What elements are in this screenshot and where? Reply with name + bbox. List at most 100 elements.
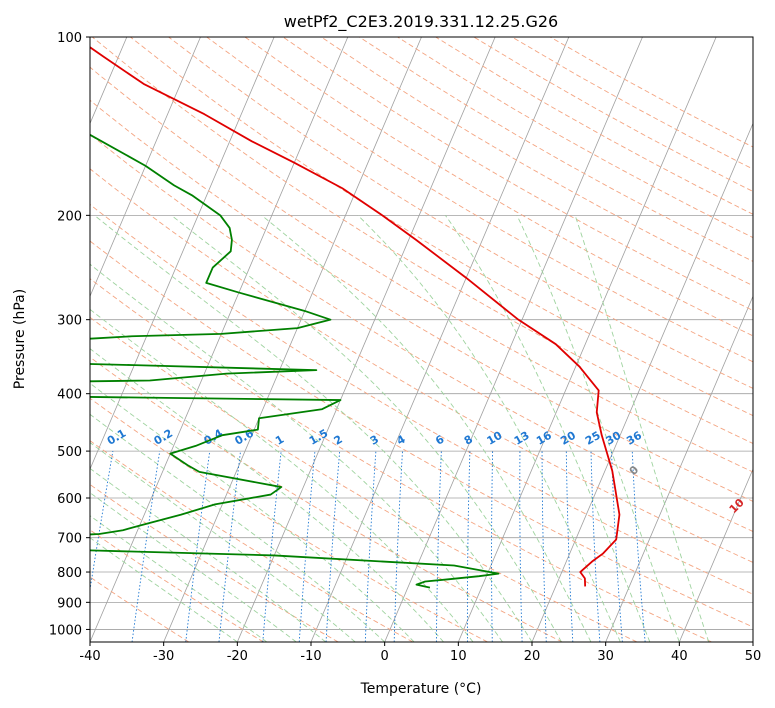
moist-adiabat <box>90 492 297 642</box>
mixing-ratio-label: 0.4 <box>202 427 226 448</box>
mixing-ratio-label: 20 <box>558 429 578 448</box>
mixing-ratio-label: 36 <box>624 429 644 448</box>
moist-adiabat <box>445 215 651 642</box>
isotherm-line <box>90 37 349 642</box>
mixing-ratio-line <box>90 451 114 593</box>
y-tick-label: 500 <box>57 445 82 460</box>
x-tick-label: 10 <box>450 649 467 664</box>
mixing-ratio-line <box>590 451 601 642</box>
moist-adiabat <box>171 214 562 642</box>
y-tick-label: 900 <box>57 596 82 611</box>
mixing-ratio-label: 1 <box>273 433 286 448</box>
dry-adiabat <box>90 133 753 532</box>
dry-adiabat <box>168 37 753 389</box>
dry-adiabat <box>90 240 753 628</box>
moist-adiabat <box>90 263 503 642</box>
moist-adiabat <box>90 515 268 642</box>
temperature-profile <box>90 46 621 587</box>
moist-adiabat-label: 0 <box>627 463 642 478</box>
mixing-ratio-line <box>435 451 442 642</box>
mixing-ratio-line <box>364 451 377 642</box>
isotherm-line <box>90 37 201 298</box>
moist-adiabat <box>574 215 710 642</box>
mixing-ratio-line <box>519 451 523 642</box>
moist-adiabat <box>90 537 238 642</box>
mixing-ratio-label: 6 <box>433 432 446 447</box>
mixing-ratio-line <box>541 451 547 642</box>
moist-adiabat <box>516 215 680 642</box>
dry-adiabat <box>206 37 753 363</box>
moist-adiabat <box>90 441 356 642</box>
y-tick-label: 700 <box>57 532 82 547</box>
isotherm-line <box>163 37 422 642</box>
dry-adiabat <box>90 316 638 642</box>
x-axis-label: Temperature (°C) <box>360 681 482 697</box>
y-tick-label: 100 <box>57 31 82 46</box>
moist-adiabat <box>90 382 415 642</box>
moist-adiabat <box>357 215 621 642</box>
dry-adiabat <box>244 37 753 337</box>
dewpoint-profile <box>90 133 500 589</box>
y-tick-label: 400 <box>57 388 82 403</box>
dry-adiabat <box>90 397 488 642</box>
x-tick-label: -40 <box>79 649 100 664</box>
dry-adiabat <box>90 278 712 642</box>
isotherm-line <box>605 295 753 642</box>
isotherm-line <box>384 37 643 642</box>
y-tick-label: 200 <box>57 209 82 224</box>
dry-adiabat <box>90 99 753 502</box>
y-tick-label: 600 <box>57 492 82 507</box>
x-tick-label: 40 <box>671 649 688 664</box>
moist-adiabat-label: 10 <box>727 496 747 516</box>
moist-adiabat <box>90 308 474 642</box>
x-tick-label: 0 <box>381 649 389 664</box>
dry-adiabat <box>359 37 753 262</box>
dry-adiabat <box>90 203 753 595</box>
moist-adiabat <box>90 348 444 642</box>
x-tick-label: -20 <box>227 649 248 664</box>
moist-adiabat <box>261 214 592 642</box>
x-tick-label: -30 <box>153 649 174 664</box>
dry-adiabat <box>90 440 414 642</box>
mixing-ratio-line <box>262 451 282 642</box>
mixing-ratio-label: 30 <box>604 429 624 448</box>
axes: -40 -30 -20 -10 0 10 20 30 40 5010020030040050060… <box>49 31 761 664</box>
x-tick-label: -10 <box>300 649 321 664</box>
y-tick-label: 300 <box>57 314 82 329</box>
isotherm-line <box>678 468 753 642</box>
mixing-ratio-line <box>466 451 471 642</box>
mixing-ratio-line <box>491 451 494 642</box>
mixing-ratio-line <box>631 451 646 642</box>
isotherm-line <box>531 122 753 642</box>
x-tick-label: 30 <box>597 649 614 664</box>
dry-adiabat <box>90 529 264 642</box>
x-tick-label: 50 <box>745 649 762 664</box>
mixing-ratio-line <box>565 451 574 642</box>
mixing-ratio-label: 2 <box>332 433 345 448</box>
dry-adiabat <box>549 37 753 148</box>
x-tick-label: 20 <box>524 649 541 664</box>
y-axis-label: Pressure (hPa) <box>12 289 28 389</box>
mixing-ratio-line <box>325 451 341 642</box>
mixing-ratio-line <box>298 451 316 642</box>
dry-adiabat <box>90 356 563 642</box>
dry-adiabat <box>90 483 339 642</box>
moist-adiabat <box>94 214 533 642</box>
mixing-ratio-label: 0.1 <box>105 427 128 448</box>
isotherm-line <box>457 37 717 642</box>
moist-adiabat <box>90 413 385 642</box>
mixing-ratio-label: 25 <box>583 429 603 448</box>
mixing-ratio-line <box>393 451 403 642</box>
dry-adiabat <box>282 37 753 312</box>
chart-title: wetPf2_C2E3.2019.331.12.25.G26 <box>284 12 558 32</box>
isotherm-line <box>236 37 496 642</box>
dry-adiabat <box>90 66 753 473</box>
plot-frame <box>89 36 754 643</box>
mixing-ratio-label: 13 <box>512 429 532 448</box>
mixing-ratio-line <box>611 451 623 642</box>
mixing-ratio-label: 1.5 <box>307 427 330 448</box>
mixing-ratio-label: 10 <box>485 429 505 448</box>
y-tick-label: 1000 <box>49 623 82 638</box>
